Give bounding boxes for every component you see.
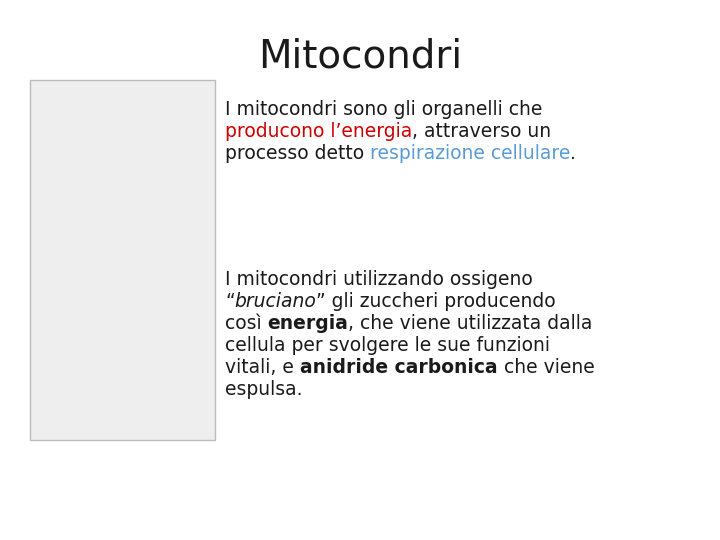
- Bar: [30, 80, 215, 440]
- Text: energia: energia: [268, 314, 348, 333]
- Text: respirazione cellulare: respirazione cellulare: [370, 144, 570, 163]
- Text: Mitocondri: Mitocondri: [258, 38, 462, 76]
- Text: cellula per svolgere le sue funzioni: cellula per svolgere le sue funzioni: [225, 336, 550, 355]
- Text: ” gli zuccheri producendo: ” gli zuccheri producendo: [317, 292, 556, 311]
- Text: .: .: [570, 144, 577, 163]
- Text: “: “: [225, 292, 235, 311]
- Text: così: così: [225, 314, 268, 333]
- Text: , che viene utilizzata dalla: , che viene utilizzata dalla: [348, 314, 593, 333]
- Text: bruciano: bruciano: [235, 292, 317, 311]
- Text: producono l’energia: producono l’energia: [225, 122, 413, 141]
- Text: , attraverso un: , attraverso un: [413, 122, 552, 141]
- Text: anidride carbonica: anidride carbonica: [300, 358, 498, 377]
- Text: che viene: che viene: [498, 358, 594, 377]
- Text: processo detto: processo detto: [225, 144, 370, 163]
- Text: I mitocondri sono gli organelli che: I mitocondri sono gli organelli che: [225, 100, 542, 119]
- Text: I mitocondri utilizzando ossigeno: I mitocondri utilizzando ossigeno: [225, 270, 533, 289]
- Text: vitali, e: vitali, e: [225, 358, 300, 377]
- Text: espulsa.: espulsa.: [225, 380, 302, 399]
